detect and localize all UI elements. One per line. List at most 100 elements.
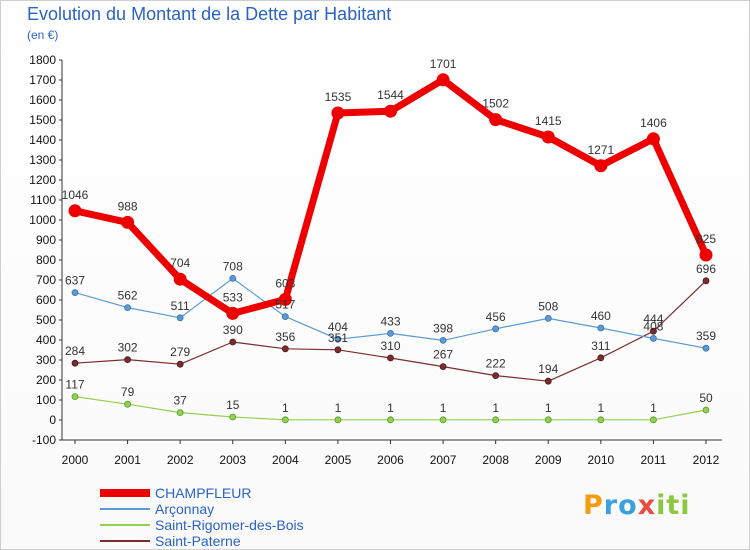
data-label: 1	[440, 401, 447, 415]
logo-letter: t	[666, 490, 681, 521]
data-point	[702, 344, 710, 352]
data-point	[439, 363, 447, 371]
data-label: 1271	[587, 143, 614, 157]
data-label: 637	[65, 274, 85, 288]
data-point	[699, 248, 713, 262]
data-label: 456	[486, 310, 506, 324]
data-point	[597, 354, 605, 362]
data-point	[71, 393, 79, 401]
data-label: 408	[643, 319, 663, 333]
data-label: 404	[328, 320, 348, 334]
data-label: 1	[335, 401, 342, 415]
y-tick-label: 1100	[30, 193, 56, 207]
data-point	[281, 345, 289, 353]
data-point	[176, 314, 184, 322]
data-label: 1502	[482, 97, 509, 111]
y-tick-label: 0	[49, 413, 56, 427]
logo-letter: o	[618, 490, 638, 521]
y-tick-label: 1300	[29, 153, 56, 167]
data-point	[334, 416, 342, 424]
data-point	[334, 335, 342, 343]
series-line-1	[74, 277, 707, 349]
data-point	[436, 73, 450, 87]
legend-label: CHAMPFLEUR	[155, 485, 252, 501]
data-point	[281, 313, 289, 321]
data-point	[124, 400, 131, 408]
chart-title: Evolution du Montant de la Dette par Hab…	[27, 4, 392, 24]
data-label: 222	[486, 357, 506, 371]
data-label: 351	[328, 331, 348, 345]
data-point	[544, 314, 552, 322]
legend-label: Saint-Paterne	[155, 533, 241, 549]
y-tick-label: 700	[36, 273, 56, 287]
logo-letter: P	[583, 490, 604, 521]
data-label: 37	[173, 394, 187, 408]
chart-legend: CHAMPFLEUR Arçonnay Saint-Rigomer-des-Bois…	[100, 485, 360, 549]
data-label: 511	[171, 299, 190, 313]
legend-swatch	[100, 508, 150, 510]
data-point	[646, 132, 660, 146]
data-label: 15	[226, 398, 240, 412]
data-point	[71, 359, 79, 367]
data-label: 1	[650, 401, 657, 415]
x-tick-label: 2001	[114, 453, 141, 467]
x-tick-label: 2000	[62, 453, 89, 467]
data-point	[71, 289, 79, 297]
data-point	[124, 356, 131, 364]
data-label: 1046	[62, 188, 89, 202]
data-label: 1	[282, 401, 289, 415]
data-point	[121, 215, 135, 229]
x-tick-label: 2012	[693, 453, 720, 467]
data-point	[229, 338, 237, 346]
data-point	[384, 104, 397, 118]
data-label: 1415	[535, 114, 562, 128]
legend-item: Saint-Paterne	[100, 533, 360, 549]
data-point	[702, 277, 710, 285]
data-label: 267	[433, 348, 453, 362]
chart-subtitle: (en €)	[27, 28, 59, 42]
y-tick-label: 800	[36, 253, 56, 267]
data-label: 310	[380, 339, 400, 353]
data-label: 1544	[377, 88, 404, 102]
data-label: 444	[643, 312, 663, 326]
legend-item: Arçonnay	[100, 501, 360, 517]
data-point	[229, 413, 237, 421]
data-point	[176, 360, 184, 368]
y-tick-label: 1800	[29, 53, 56, 67]
data-label: 1	[492, 401, 499, 415]
x-tick-label: 2002	[167, 453, 194, 467]
y-tick-label: 1700	[29, 73, 56, 87]
data-label: 696	[696, 262, 716, 276]
data-label: 311	[591, 339, 610, 353]
y-tick-label: 1200	[29, 173, 56, 187]
data-label: 279	[170, 345, 190, 359]
data-point	[68, 204, 82, 218]
data-label: 704	[170, 256, 190, 270]
data-point	[544, 377, 552, 385]
data-label: 1406	[640, 116, 667, 130]
y-tick-label: 1500	[29, 113, 56, 127]
legend-swatch	[100, 524, 150, 526]
data-point	[544, 416, 552, 424]
data-label: 359	[696, 329, 716, 343]
data-point	[439, 336, 447, 344]
data-label: 460	[591, 309, 611, 323]
data-point	[173, 272, 187, 286]
data-label: 603	[275, 276, 295, 290]
data-label: 1701	[430, 57, 457, 71]
data-label: 517	[275, 298, 295, 312]
data-point	[176, 409, 184, 417]
data-label: 562	[118, 289, 138, 303]
data-label: 1	[545, 401, 552, 415]
data-point	[492, 325, 500, 333]
data-label: 433	[380, 314, 400, 328]
data-point	[387, 354, 394, 362]
data-point	[334, 346, 342, 354]
legend-label: Arçonnay	[155, 501, 215, 517]
data-label: 390	[223, 323, 243, 337]
data-label: 284	[65, 344, 85, 358]
y-tick-label: 300	[36, 353, 56, 367]
legend-item: CHAMPFLEUR	[100, 485, 360, 501]
x-tick-label: 2008	[482, 453, 509, 467]
